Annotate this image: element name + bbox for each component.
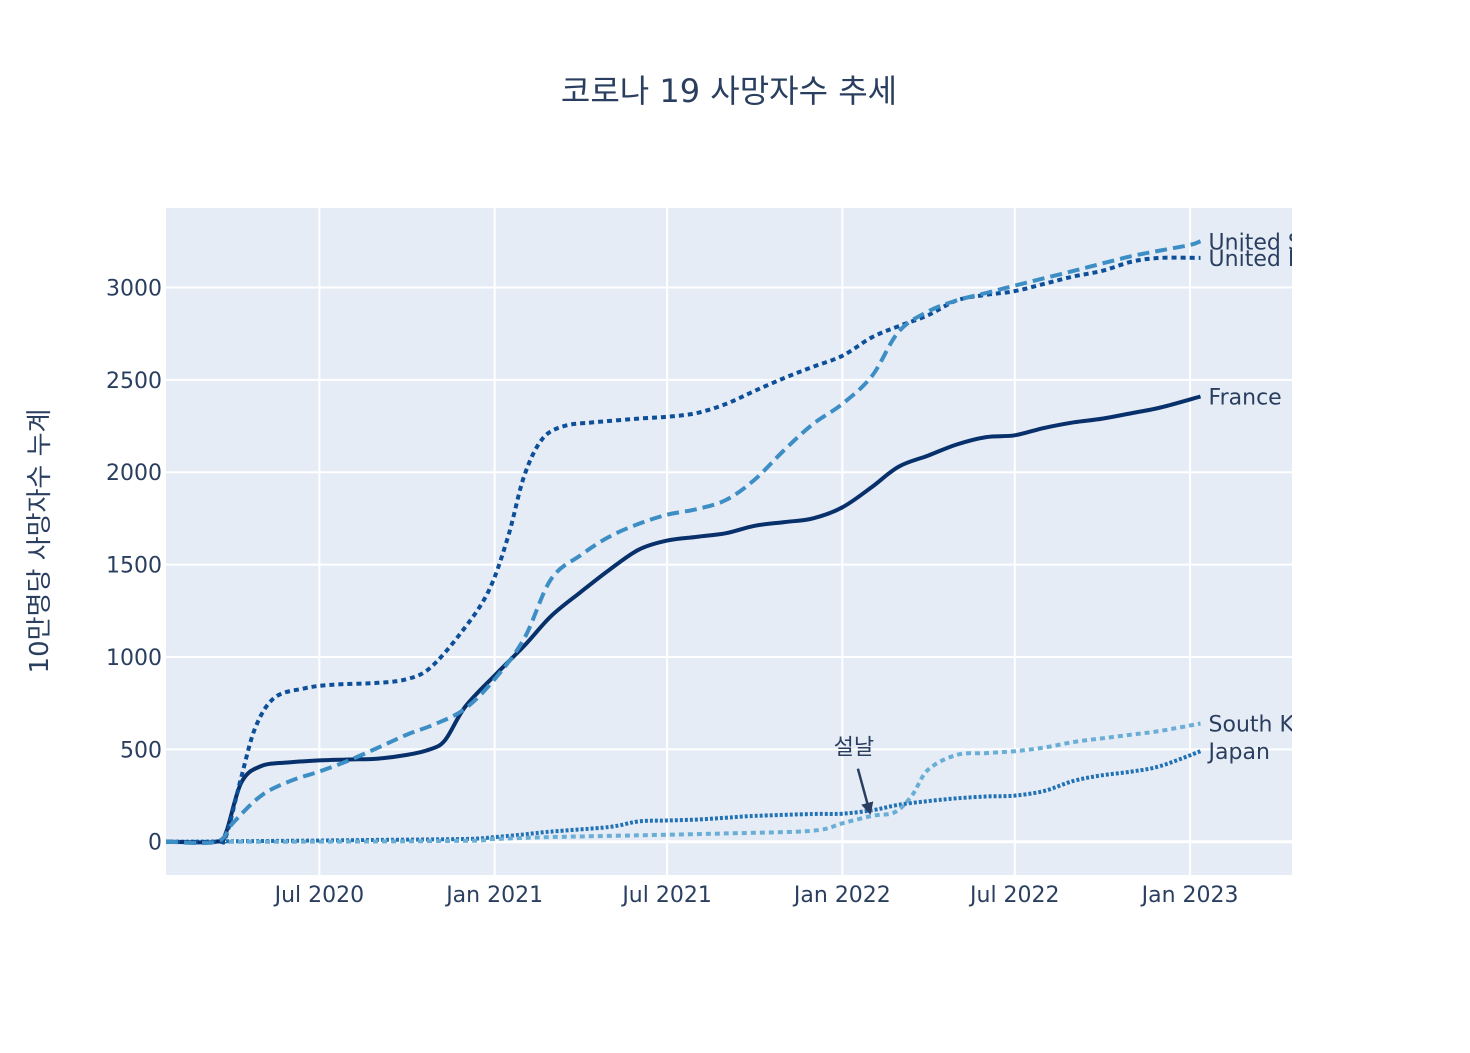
plot-area bbox=[166, 208, 1292, 875]
annotation-text: 설날 bbox=[834, 736, 874, 761]
x-tick-label: Jan 2023 bbox=[1140, 883, 1239, 908]
y-tick-label: 1000 bbox=[106, 646, 162, 671]
x-tick-label: Jul 2021 bbox=[620, 883, 712, 908]
y-tick-label: 1500 bbox=[106, 554, 162, 579]
series-label-south-korea: South Kore bbox=[1209, 712, 1329, 737]
series-line-united-kingdom bbox=[166, 255, 1201, 845]
series-line-france bbox=[166, 394, 1202, 845]
annotation-arrow bbox=[856, 768, 874, 816]
y-tick-label: 500 bbox=[120, 738, 162, 763]
series-line-south-korea bbox=[166, 721, 1201, 844]
chart-title: 코로나 19 사망자수 추세 bbox=[561, 72, 897, 110]
annotations: 설날 bbox=[834, 736, 874, 816]
x-tick-label: Jan 2022 bbox=[792, 883, 891, 908]
series-label-france: France bbox=[1209, 385, 1282, 410]
y-axis-ticks: 0 500 1000 1500 2000 2500 3000 bbox=[106, 276, 162, 855]
series-label-united-kingdom: United King bbox=[1209, 247, 1337, 272]
y-axis-title: 10만명당 사망자수 누계 bbox=[25, 409, 55, 674]
y-tick-label: 2000 bbox=[106, 461, 162, 486]
x-tick-label: Jul 2020 bbox=[273, 883, 365, 908]
y-tick-label: 0 bbox=[148, 831, 162, 856]
y-tick-label: 2500 bbox=[106, 369, 162, 394]
x-axis-ticks: Jul 2020 Jan 2021 Jul 2021 Jan 2022 Jul 2022… bbox=[273, 883, 1239, 908]
x-tick-label: Jan 2021 bbox=[444, 883, 543, 908]
series-label-japan: Japan bbox=[1207, 740, 1270, 765]
series-label-united-states: United Stat bbox=[1209, 230, 1333, 255]
series-line-united-states bbox=[166, 239, 1202, 846]
y-tick-label: 3000 bbox=[106, 276, 162, 301]
series-lines bbox=[166, 239, 1202, 846]
x-tick-label: Jul 2022 bbox=[968, 883, 1060, 908]
series-line-japan bbox=[166, 749, 1202, 844]
